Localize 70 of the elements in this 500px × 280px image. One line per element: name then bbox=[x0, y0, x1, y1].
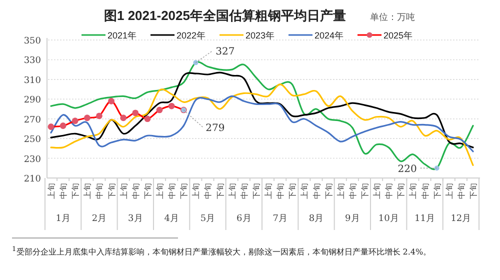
x-tick-label: 上旬 bbox=[228, 183, 237, 199]
text: 11月 bbox=[414, 214, 435, 224]
text: 12月 bbox=[450, 214, 472, 224]
line-series bbox=[50, 84, 474, 166]
annotation: 327 bbox=[216, 46, 235, 58]
x-tick-label: 上旬 bbox=[408, 183, 418, 199]
text: 6月 bbox=[236, 214, 252, 224]
annotation: 220 bbox=[398, 164, 417, 176]
x-tick-label: 下旬 bbox=[180, 183, 189, 199]
x-tick-label: 下旬 bbox=[432, 183, 442, 199]
legend-label: 2023年 bbox=[246, 30, 275, 40]
text: 1月 bbox=[56, 214, 70, 224]
x-tick-label: 中旬 bbox=[204, 183, 213, 199]
x-tick-label: 上旬 bbox=[372, 183, 382, 199]
x-tick-label: 中旬 bbox=[59, 183, 68, 199]
text: 9月 bbox=[345, 214, 360, 224]
x-tick-label: 下旬 bbox=[143, 183, 152, 199]
x-tick-label: 中旬 bbox=[168, 183, 177, 199]
text: 10月 bbox=[378, 214, 399, 224]
x-tick-label: 下旬 bbox=[252, 183, 261, 199]
line-series bbox=[50, 95, 474, 152]
legend-label: 2024年 bbox=[314, 30, 344, 40]
annotation: 279 bbox=[206, 122, 225, 134]
x-tick-label: 中旬 bbox=[456, 183, 466, 199]
y-tick-label: 290 bbox=[24, 96, 42, 106]
x-tick-label: 下旬 bbox=[324, 183, 334, 199]
y-tick-label: 250 bbox=[24, 135, 42, 146]
text: 8月 bbox=[308, 214, 324, 224]
text: 2月 bbox=[92, 214, 107, 224]
x-tick-label: 中旬 bbox=[240, 183, 249, 199]
y-tick-label: 270 bbox=[24, 115, 42, 126]
x-tick-label: 上旬 bbox=[119, 183, 128, 199]
legend-label: 2025年 bbox=[384, 30, 413, 40]
text: 3月 bbox=[128, 214, 143, 224]
x-tick-label: 上旬 bbox=[192, 183, 201, 199]
x-tick-label: 下旬 bbox=[360, 183, 370, 199]
legend-label: 2021年 bbox=[108, 30, 137, 40]
x-tick-label: 下旬 bbox=[469, 183, 478, 199]
x-tick-label: 上旬 bbox=[336, 183, 346, 199]
y-tick-label: 210 bbox=[24, 174, 42, 184]
text: $^{1}$受部分企业上月底集中入库结算影响，本旬钢材日产量涨幅较大，剔除这一因素后，本旬钢材日产量环比增长 2.4%。 bbox=[12, 244, 432, 259]
x-tick-label: 上旬 bbox=[156, 183, 165, 199]
text: 7月 bbox=[272, 214, 288, 224]
x-tick-label: 中旬 bbox=[384, 183, 394, 199]
x-tick-label: 上旬 bbox=[47, 183, 56, 199]
x-tick-label: 上旬 bbox=[444, 183, 454, 199]
text: 5月 bbox=[200, 214, 216, 224]
chart-subtitle: 单位：万吨 bbox=[370, 12, 415, 23]
x-tick-label: 中旬 bbox=[95, 183, 104, 199]
x-tick-label: 中旬 bbox=[131, 183, 140, 199]
x-tick-label: 下旬 bbox=[396, 183, 406, 199]
x-tick-label: 中旬 bbox=[420, 183, 430, 199]
y-tick-label: 310 bbox=[24, 76, 42, 86]
text: 4月 bbox=[164, 214, 179, 224]
line-series bbox=[50, 72, 474, 148]
y-tick-label: 350 bbox=[24, 36, 42, 46]
legend-label: 2022年 bbox=[176, 30, 206, 40]
x-tick-label: 上旬 bbox=[264, 183, 274, 199]
x-tick-label: 中旬 bbox=[348, 183, 358, 199]
x-tick-label: 中旬 bbox=[312, 183, 322, 199]
x-tick-label: 下旬 bbox=[288, 183, 298, 199]
x-tick-label: 上旬 bbox=[83, 183, 92, 199]
y-tick-label: 230 bbox=[24, 154, 42, 165]
y-tick-label: 330 bbox=[24, 56, 42, 66]
x-tick-label: 中旬 bbox=[276, 183, 286, 199]
x-tick-label: 下旬 bbox=[71, 183, 80, 199]
x-tick-label: 下旬 bbox=[216, 183, 225, 199]
x-tick-label: 下旬 bbox=[107, 183, 116, 199]
x-tick-label: 上旬 bbox=[300, 183, 310, 199]
chart-title: 图1 2021-2025年全国估算粗钢平均日产量 bbox=[104, 8, 346, 23]
